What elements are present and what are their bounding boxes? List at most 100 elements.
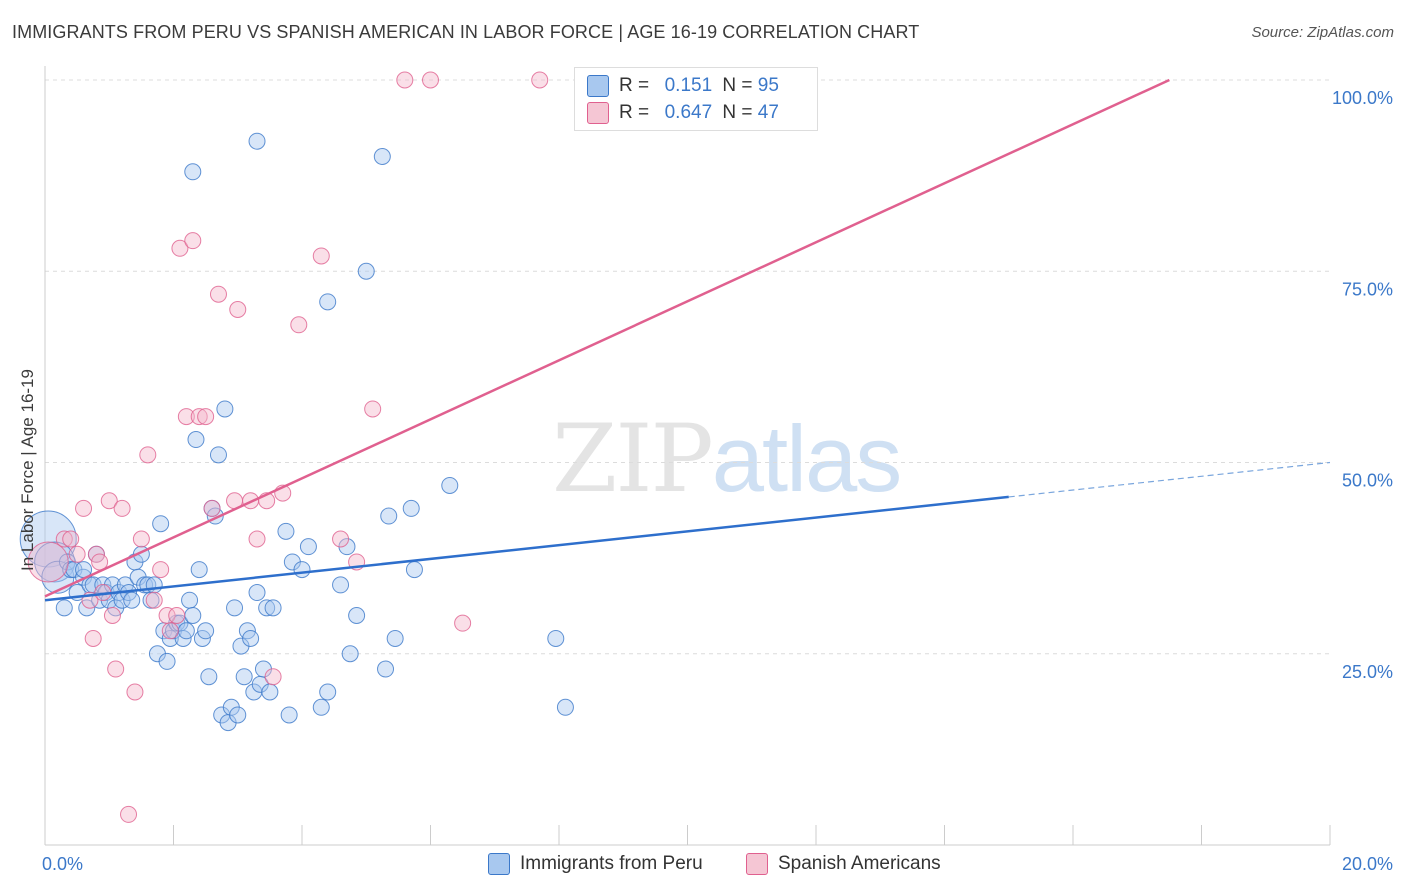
- y-axis-label: In Labor Force | Age 16-19: [18, 369, 37, 571]
- data-point-peru: [235, 668, 253, 686]
- data-point-spanish: [55, 530, 73, 548]
- trend-line-peru: [44, 495, 1009, 602]
- data-point-peru: [184, 163, 202, 181]
- data-point-peru: [277, 522, 295, 540]
- bottom-legend-label: Immigrants from Peru: [520, 853, 703, 874]
- data-point-peru: [264, 599, 282, 617]
- data-point-spanish: [75, 499, 93, 517]
- data-point-spanish: [454, 614, 472, 632]
- data-point-spanish: [152, 561, 170, 579]
- legend-row-spanish: R = 0.647 N = 47: [587, 100, 779, 126]
- legend-swatch-pink: [587, 102, 609, 124]
- watermark: ZIPatlas: [552, 405, 902, 514]
- data-point-peru: [441, 476, 459, 494]
- legend-r-value: 0.647: [664, 102, 713, 123]
- data-point-peru: [123, 591, 141, 609]
- data-point-peru: [184, 607, 202, 624]
- y-tick-label: 75.0%: [1342, 279, 1393, 299]
- data-point-spanish: [312, 247, 330, 265]
- data-point-spanish: [209, 285, 227, 303]
- bottom-legend-spanish: Spanish Americans: [746, 852, 941, 876]
- data-point-spanish: [229, 301, 247, 318]
- data-point-spanish: [132, 530, 150, 548]
- x-tick-label: 20.0%: [1342, 854, 1393, 874]
- data-point-peru: [377, 660, 395, 678]
- data-point-spanish: [197, 408, 215, 426]
- data-point-spanish: [396, 71, 414, 89]
- data-point-peru: [386, 629, 404, 647]
- y-tick-label: 25.0%: [1342, 662, 1393, 682]
- data-point-peru: [299, 538, 317, 556]
- chart-source: Source: ZipAtlas.com: [1251, 24, 1394, 41]
- data-point-spanish: [27, 541, 69, 583]
- data-point-peru: [55, 599, 73, 617]
- data-point-spanish: [422, 71, 439, 89]
- data-point-spanish: [248, 530, 266, 548]
- data-point-peru: [348, 607, 366, 624]
- data-point-peru: [187, 431, 205, 449]
- chart-title: IMMIGRANTS FROM PERU VS SPANISH AMERICAN…: [12, 22, 920, 42]
- data-point-peru: [261, 683, 279, 701]
- data-point-spanish: [184, 232, 202, 250]
- data-point-peru: [319, 293, 337, 311]
- legend-r-label: R =: [619, 102, 650, 123]
- x-tick-label: 0.0%: [42, 854, 83, 874]
- data-point-spanish: [120, 805, 138, 823]
- legend-n-label: N =: [722, 102, 753, 123]
- legend-r-label: R =: [619, 75, 650, 96]
- legend-n-value: 95: [757, 75, 779, 96]
- data-point-peru: [216, 400, 234, 418]
- data-point-spanish: [364, 400, 382, 418]
- data-point-peru: [357, 262, 375, 280]
- data-point-peru: [19, 510, 77, 568]
- data-point-spanish: [107, 660, 125, 678]
- data-point-spanish: [145, 591, 163, 609]
- data-point-spanish: [103, 607, 121, 624]
- data-point-spanish: [168, 607, 186, 624]
- data-point-peru: [258, 599, 276, 617]
- y-tick-label: 100.0%: [1332, 88, 1393, 108]
- data-point-spanish: [203, 499, 221, 517]
- data-point-peru: [152, 515, 170, 533]
- data-point-peru: [341, 645, 359, 663]
- trend-line-spanish: [44, 78, 1170, 598]
- data-point-spanish: [62, 530, 80, 548]
- data-point-spanish: [161, 622, 179, 640]
- bottom-legend-peru: Immigrants from Peru: [488, 852, 703, 876]
- bottom-legend-swatch-pink: [746, 853, 768, 875]
- data-point-peru: [226, 599, 244, 617]
- data-point-spanish: [84, 629, 102, 647]
- y-tick-label: 50.0%: [1342, 471, 1393, 491]
- data-point-peru: [556, 698, 574, 716]
- data-point-peru: [332, 576, 350, 594]
- legend: R = 0.151 N = 95 R = 0.647 N = 47: [574, 67, 818, 131]
- data-point-spanish: [100, 492, 118, 510]
- bottom-legend-swatch-blue: [488, 853, 510, 875]
- data-point-peru: [200, 668, 218, 686]
- data-point-peru: [209, 446, 227, 464]
- data-point-peru: [373, 148, 391, 165]
- data-point-peru: [380, 507, 398, 525]
- legend-n-label: N =: [722, 75, 753, 96]
- data-point-spanish: [531, 71, 549, 89]
- data-point-peru: [190, 561, 208, 579]
- data-point-peru: [547, 629, 565, 647]
- data-point-spanish: [332, 530, 350, 548]
- trend-line-peru-extension: [1008, 461, 1331, 498]
- legend-n-value: 47: [757, 102, 779, 123]
- data-point-peru: [229, 706, 247, 724]
- data-point-spanish: [190, 408, 208, 426]
- data-point-spanish: [177, 408, 195, 426]
- data-point-spanish: [126, 683, 144, 701]
- data-point-spanish: [113, 499, 131, 517]
- legend-r-value: 0.151: [664, 75, 713, 96]
- data-point-spanish: [139, 446, 157, 464]
- data-point-spanish: [264, 668, 282, 686]
- data-point-peru: [177, 622, 195, 640]
- data-point-peru: [405, 561, 423, 579]
- legend-row-peru: R = 0.151 N = 95: [587, 73, 779, 99]
- bottom-legend-label: Spanish Americans: [778, 853, 941, 874]
- data-point-spanish: [68, 545, 86, 563]
- data-point-peru: [242, 629, 260, 647]
